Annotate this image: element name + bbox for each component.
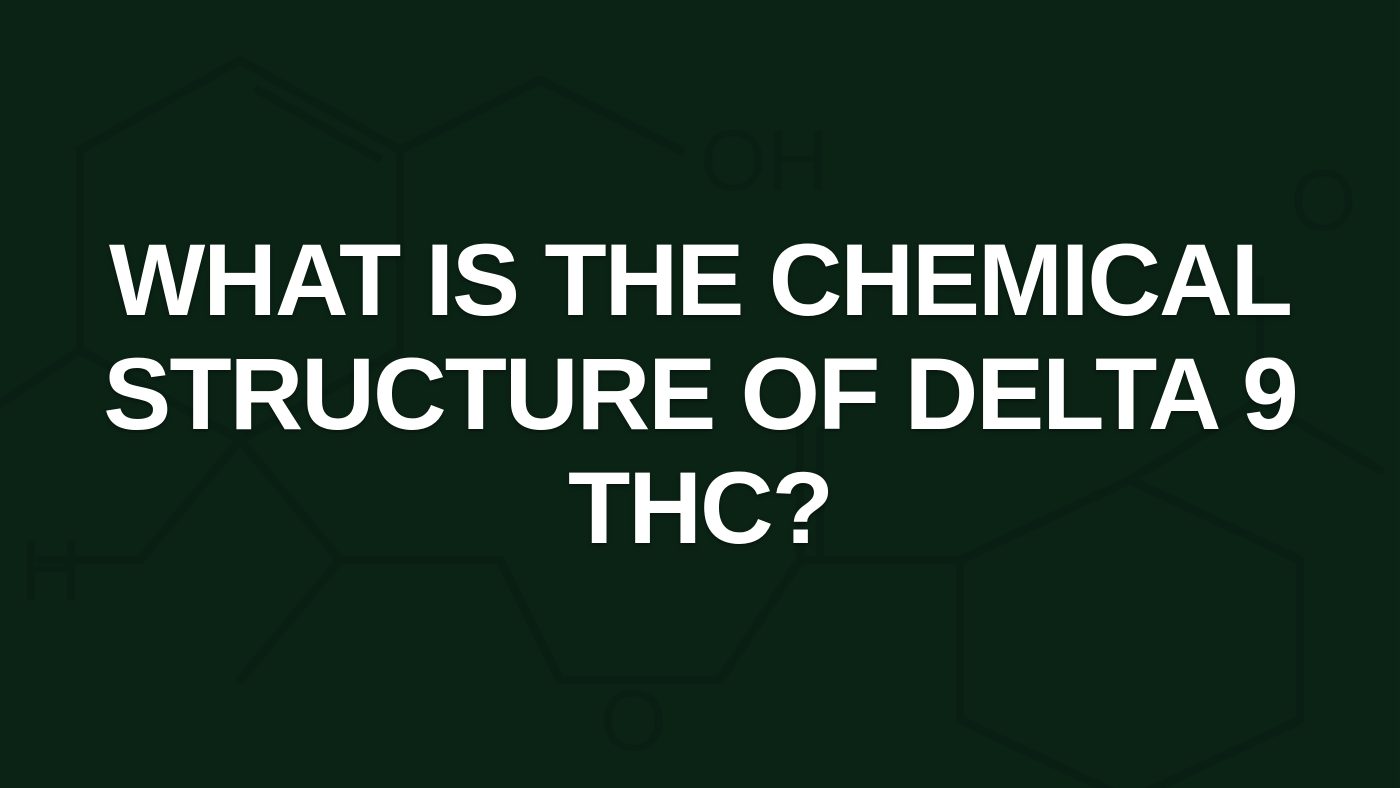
hero-banner: OH H O O WHAT IS THE CHEMICAL STRUCTURE … — [0, 0, 1400, 788]
hero-title: WHAT IS THE CHEMICAL STRUCTURE OF DELTA … — [0, 223, 1400, 566]
